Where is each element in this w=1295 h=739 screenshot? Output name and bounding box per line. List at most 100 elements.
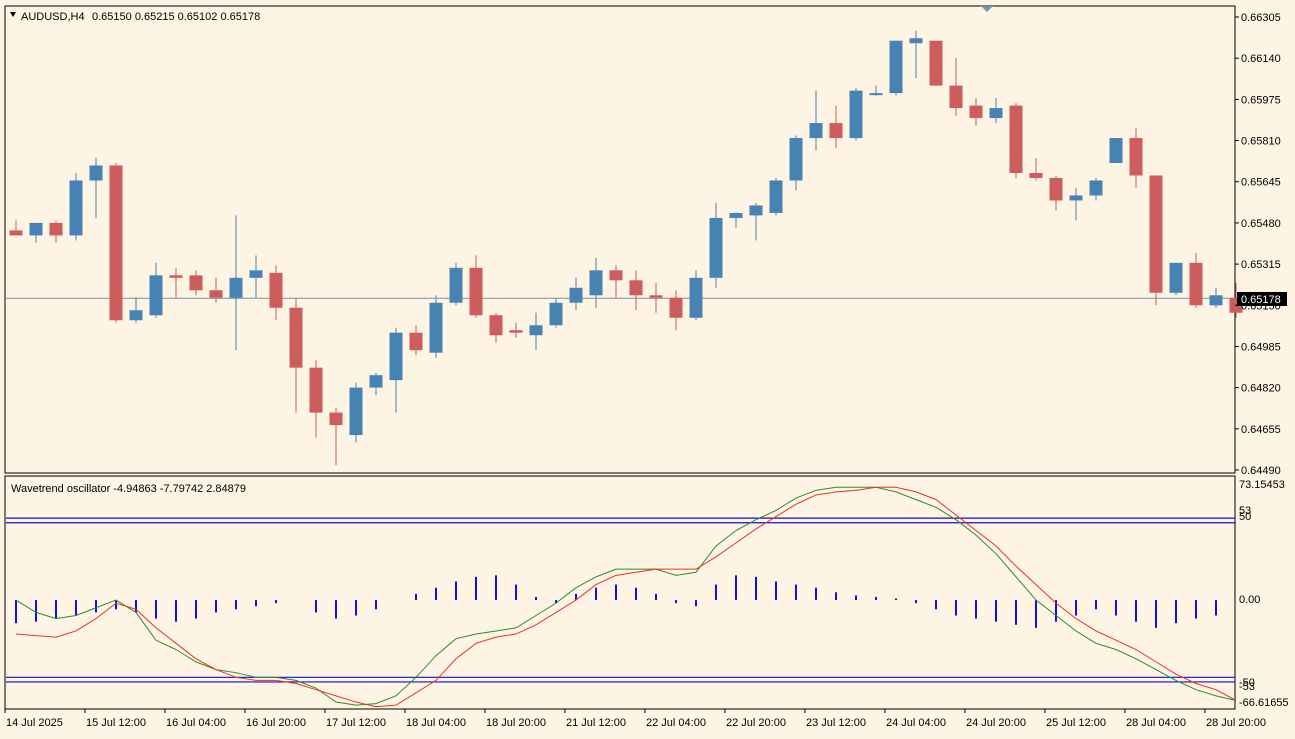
- time-axis: 14 Jul 2025 15 Jul 12:00 16 Jul 04:00 16 Ju…: [4, 709, 1266, 729]
- time-tick-label: 14 Jul 2025: [6, 717, 63, 729]
- bull-candle: [1069, 195, 1083, 201]
- bull-candle: [429, 302, 443, 353]
- bear-candle: [289, 307, 303, 368]
- bull-candle: [69, 180, 83, 236]
- time-tick-label: 24 Jul 20:00: [966, 717, 1026, 729]
- time-tick-label: 17 Jul 12:00: [326, 717, 386, 729]
- bear-candle: [1049, 177, 1063, 201]
- bull-candle: [1169, 262, 1183, 293]
- price-tick-label: 0.64985: [1241, 341, 1281, 353]
- collapse-triangle-icon[interactable]: [10, 12, 16, 17]
- time-tick-label: 25 Jul 12:00: [1046, 717, 1106, 729]
- bull-candle: [889, 40, 903, 94]
- bull-candle: [749, 205, 763, 216]
- bull-candle: [1209, 295, 1223, 306]
- bull-candle: [1089, 180, 1103, 196]
- bear-candle: [929, 40, 943, 86]
- bull-candle: [29, 222, 43, 236]
- bull-candle: [809, 123, 823, 139]
- time-tick-label: 16 Jul 20:00: [246, 717, 306, 729]
- bear-candle: [1029, 172, 1043, 178]
- candlestick-series: [9, 30, 1243, 466]
- indicator-tick-label: 50: [1239, 511, 1251, 523]
- indicator-panel[interactable]: [4, 475, 1236, 710]
- bull-candle: [989, 108, 1003, 119]
- bull-candle: [909, 38, 923, 44]
- bull-candle: [549, 302, 563, 326]
- wt2-line: [15, 486, 1237, 708]
- price-tick-label: 0.64490: [1241, 465, 1281, 477]
- bear-candle: [109, 165, 123, 321]
- indicator-tick-label: -53: [1239, 681, 1255, 693]
- bear-candle: [1149, 175, 1163, 293]
- bull-candle: [789, 138, 803, 181]
- current-price-value: 0.65178: [1241, 294, 1281, 306]
- chart-shift-marker-icon[interactable]: [981, 6, 993, 12]
- current-price-tag: [1237, 292, 1287, 306]
- price-tick-label: 0.66305: [1241, 12, 1281, 24]
- bull-candle: [769, 180, 783, 213]
- bear-candle: [1129, 138, 1143, 176]
- bull-candle: [349, 387, 363, 436]
- bull-candle: [249, 270, 263, 278]
- bear-candle: [209, 290, 223, 298]
- bull-candle: [729, 212, 743, 218]
- bear-candle: [169, 275, 183, 278]
- time-tick-label: 22 Jul 20:00: [726, 717, 786, 729]
- price-tick-label: 0.64655: [1241, 424, 1281, 436]
- time-tick-label: 16 Jul 04:00: [166, 717, 226, 729]
- bear-candle: [649, 295, 663, 298]
- bear-candle: [629, 280, 643, 296]
- bull-candle: [369, 375, 383, 388]
- time-tick-label: 22 Jul 04:00: [646, 717, 706, 729]
- bear-candle: [489, 315, 503, 336]
- time-tick-label: 15 Jul 12:00: [86, 717, 146, 729]
- price-axis: 0.66305 0.66140 0.65975 0.65810 0.65645 0.654…: [1235, 12, 1281, 477]
- indicator-tick-label: 73.15453: [1239, 479, 1285, 491]
- indicator-tick-label: -50: [1239, 677, 1255, 689]
- time-tick-label: 18 Jul 20:00: [486, 717, 546, 729]
- bear-candle: [329, 412, 343, 426]
- indicator-tick-label: 53: [1239, 505, 1251, 517]
- bear-candle: [949, 85, 963, 109]
- bear-candle: [1189, 262, 1203, 306]
- bull-candle: [449, 267, 463, 303]
- bull-candle: [869, 93, 883, 96]
- time-tick-label: 23 Jul 12:00: [806, 717, 866, 729]
- bear-candle: [1009, 105, 1023, 173]
- bear-candle: [469, 267, 483, 316]
- bear-candle: [669, 297, 683, 318]
- bear-candle: [9, 230, 23, 236]
- indicator-tick-label: -66.61655: [1239, 697, 1289, 709]
- bear-candle: [829, 123, 843, 139]
- bull-candle: [849, 90, 863, 139]
- time-tick-label: 28 Jul 04:00: [1126, 717, 1186, 729]
- price-tick-label: 0.66140: [1241, 53, 1281, 65]
- price-tick-label: 0.65315: [1241, 259, 1281, 271]
- bull-candle: [589, 270, 603, 296]
- bull-candle: [149, 275, 163, 316]
- bull-candle: [1109, 138, 1123, 164]
- bull-candle: [389, 332, 403, 381]
- bear-candle: [409, 332, 423, 351]
- wt1-line: [15, 486, 1237, 706]
- price-panel[interactable]: [4, 5, 1236, 474]
- price-tick-label: 0.64820: [1241, 383, 1281, 395]
- oscillator-histogram: [15, 575, 1217, 628]
- bull-candle: [569, 287, 583, 303]
- bear-candle: [969, 105, 983, 119]
- price-tick-label: 0.65645: [1241, 177, 1281, 189]
- time-tick-label: 28 Jul 20:00: [1206, 717, 1266, 729]
- symbol-label: AUDUSD,H4: [21, 11, 85, 23]
- time-tick-label: 21 Jul 12:00: [566, 717, 626, 729]
- price-tick-label: 0.65480: [1241, 218, 1281, 230]
- wavetrend-lines: [15, 486, 1237, 708]
- oscillator-levels: [6, 517, 1235, 683]
- bull-candle: [529, 325, 543, 336]
- ohlc-label: 0.65150 0.65215 0.65102 0.65178: [92, 11, 260, 23]
- price-tick-label: 0.65975: [1241, 94, 1281, 106]
- price-tick-label: 0.65810: [1241, 136, 1281, 148]
- bull-candle: [129, 310, 143, 321]
